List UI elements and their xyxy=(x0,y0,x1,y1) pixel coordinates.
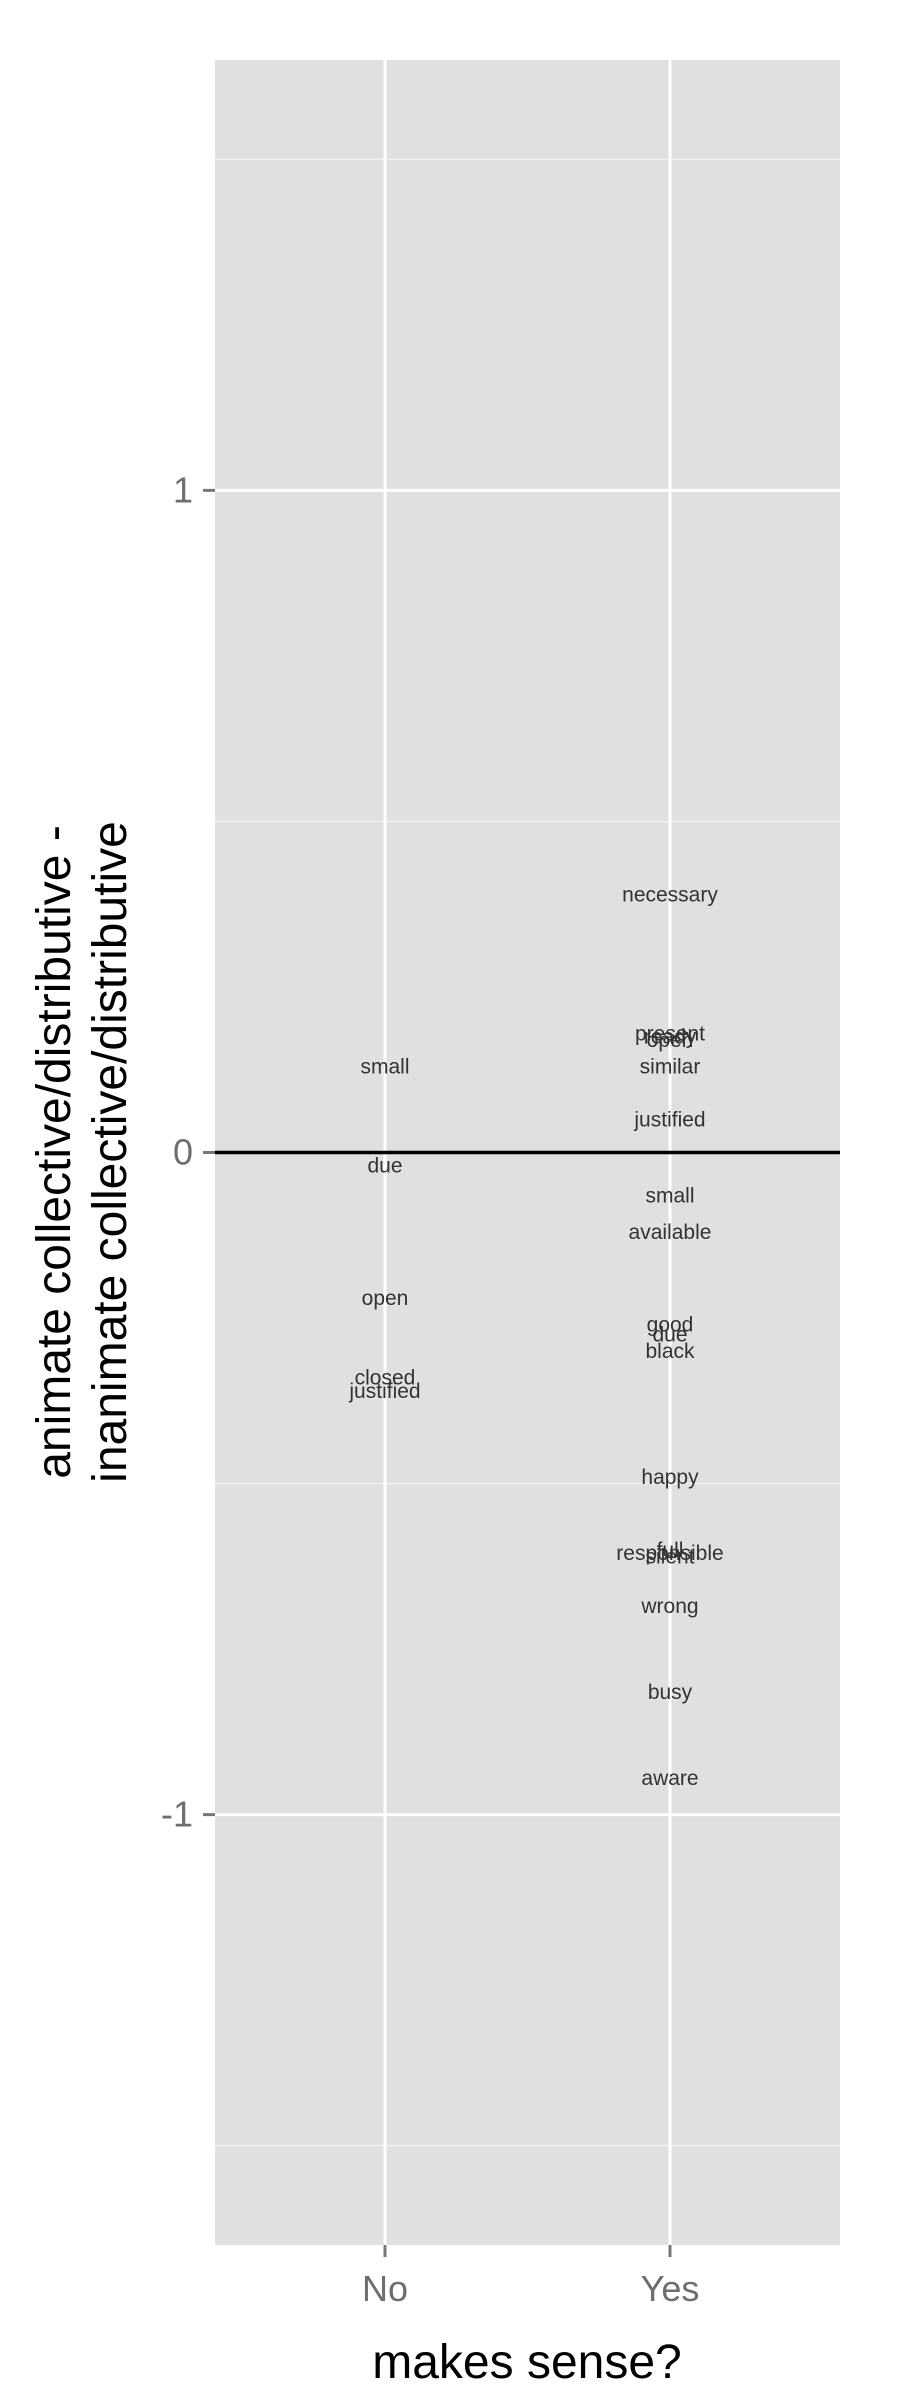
y-axis-title-line-1: animate collective/distributive - xyxy=(28,825,81,1479)
point-label: busy xyxy=(648,1681,693,1704)
point-label: open xyxy=(362,1287,409,1310)
point-label: ready xyxy=(644,1026,697,1049)
y-axis-title-line-2: inanimate collective/distributive xyxy=(84,821,137,1483)
point-label: justified xyxy=(348,1380,420,1403)
point-label: good xyxy=(647,1314,694,1337)
point-label: due xyxy=(652,1324,687,1347)
point-label: closed xyxy=(355,1367,416,1390)
x-tick-label: Yes xyxy=(641,2268,700,2309)
y-tick-label: 1 xyxy=(173,469,193,510)
point-label: similar xyxy=(640,1055,701,1078)
minor-gridlines xyxy=(215,158,840,2147)
point-label: responsible xyxy=(616,1542,723,1565)
x-tick-label: No xyxy=(362,2268,408,2309)
point-label: small xyxy=(645,1185,694,1208)
point-label: full xyxy=(657,1539,684,1562)
point-label: due xyxy=(367,1155,402,1178)
y-tick-label: 0 xyxy=(173,1132,193,1173)
point-label: justified xyxy=(633,1108,705,1131)
point-label: available xyxy=(629,1221,712,1244)
y-tick-label: -1 xyxy=(161,1794,193,1835)
point-label: present xyxy=(635,1022,705,1045)
point-label: open xyxy=(647,1029,694,1052)
point-label: aware xyxy=(641,1767,698,1790)
point-label: happy xyxy=(641,1466,699,1489)
x-axis-title: makes sense? xyxy=(372,2336,682,2389)
x-axis-ticks: No Yes xyxy=(362,2245,699,2309)
y-axis-title: animate collective/distributive - inanim… xyxy=(28,821,137,1483)
point-label: small xyxy=(360,1055,409,1078)
y-axis-ticks: -1 0 1 xyxy=(161,469,215,1835)
point-label: wrong xyxy=(640,1595,698,1618)
point-label: black xyxy=(645,1340,695,1363)
point-labels: smalldueopenclosedjustifiednecessarypres… xyxy=(348,883,723,1790)
point-label: necessary xyxy=(622,883,718,906)
point-label: silent xyxy=(645,1545,694,1568)
